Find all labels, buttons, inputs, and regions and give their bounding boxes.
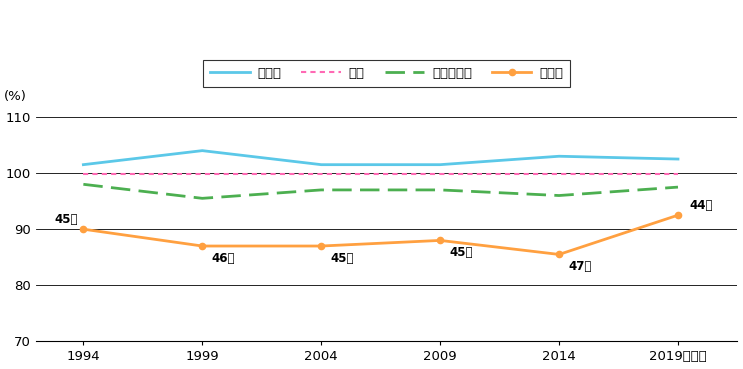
Text: 45位: 45位	[55, 213, 78, 225]
Text: 46位: 46位	[212, 252, 236, 265]
Legend: 地方圈, 全国, 三大都市圈, 東京都: 地方圈, 全国, 三大都市圈, 東京都	[204, 61, 570, 87]
Text: 47位: 47位	[568, 260, 592, 273]
Text: (%): (%)	[4, 90, 27, 103]
Text: 45位: 45位	[331, 252, 354, 265]
Text: 44位: 44位	[690, 199, 713, 211]
Text: 45位: 45位	[450, 246, 473, 259]
